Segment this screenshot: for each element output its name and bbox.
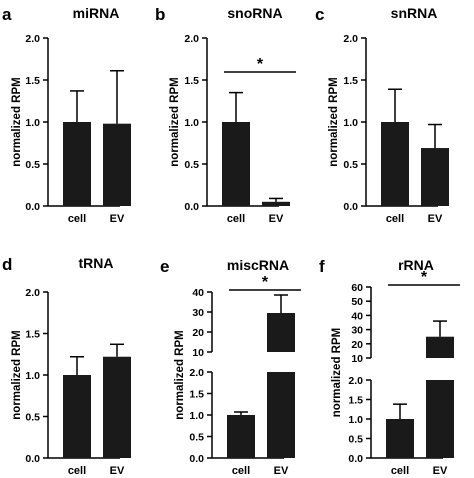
x-tick-label: EV <box>433 465 448 477</box>
y-tick-label: 1.5 <box>184 75 199 87</box>
y-tick-label: 0.0 <box>25 201 40 213</box>
x-tick-label: cell <box>227 213 245 225</box>
panel-title: snRNA <box>391 5 438 21</box>
y-tick-label: 0.0 <box>25 453 40 465</box>
y-tick-label: 2.0 <box>189 367 204 379</box>
y-tick-label: 1.5 <box>348 395 363 407</box>
bar-cell <box>381 122 409 206</box>
significance-star: * <box>421 269 428 286</box>
y-tick-label: 2.0 <box>25 33 40 45</box>
panel-title: miscRNA <box>227 257 289 273</box>
x-tick-label: cell <box>68 213 86 225</box>
y-tick-label: 0.5 <box>25 412 40 424</box>
bar-ev <box>103 356 131 458</box>
y-tick-label: 0.0 <box>189 453 204 465</box>
panel-title: tRNA <box>79 255 114 271</box>
x-tick-label: cell <box>391 465 409 477</box>
y-tick-label: 20 <box>351 339 363 351</box>
y-tick-label: 30 <box>192 307 204 319</box>
y-tick-label: 10 <box>351 353 363 365</box>
x-tick-label: cell <box>386 213 404 225</box>
significance-star: * <box>257 56 264 73</box>
significance-star: * <box>262 274 269 291</box>
bar-ev <box>103 123 131 206</box>
y-tick-label: 1.5 <box>25 75 40 87</box>
y-tick-label: 1.0 <box>25 117 40 129</box>
y-tick-label: 40 <box>192 287 204 299</box>
x-tick-label: EV <box>110 213 125 225</box>
y-tick-label: 60 <box>351 282 363 294</box>
x-tick-label: EV <box>269 213 284 225</box>
y-axis-label: normalized RPM <box>331 328 343 417</box>
y-tick-label: 0.5 <box>343 159 358 171</box>
bar-ev-upper <box>426 336 454 358</box>
panel-title: snoRNA <box>227 5 282 21</box>
x-tick-label: EV <box>428 213 443 225</box>
y-tick-label: 1.5 <box>25 329 40 341</box>
y-tick-label: 1.0 <box>25 370 40 382</box>
y-tick-label: 1.0 <box>348 414 363 426</box>
y-axis-label: normalized RPM <box>11 330 23 419</box>
panel-title: rRNA <box>398 257 434 273</box>
y-tick-label: 1.0 <box>343 117 358 129</box>
y-tick-label: 20 <box>192 327 204 339</box>
bar-cell <box>63 375 91 458</box>
y-axis-label: normalized RPM <box>174 330 186 419</box>
y-tick-label: 50 <box>351 296 363 308</box>
y-tick-label: 0.0 <box>343 201 358 213</box>
x-tick-label: EV <box>274 465 289 477</box>
bar-cell <box>227 415 255 458</box>
panel-a: a miRNA normalized RPM 0.0 0.5 1.0 1.5 2.0 cell E… <box>2 5 131 225</box>
y-tick-label: 2.0 <box>343 33 358 45</box>
panel-title: miRNA <box>73 5 120 21</box>
y-tick-label: 0.5 <box>348 434 363 446</box>
y-tick-label: 40 <box>351 310 363 322</box>
y-axis-label: normalized RPM <box>11 77 23 166</box>
y-tick-label: 2.0 <box>348 375 363 387</box>
y-tick-label: 1.0 <box>189 410 204 422</box>
y-tick-label: 0.0 <box>348 453 363 465</box>
panel-letter: e <box>160 257 169 276</box>
x-tick-label: cell <box>68 465 86 477</box>
bar-ev <box>262 201 290 206</box>
bar-cell <box>63 122 91 206</box>
y-tick-label: 1.5 <box>343 75 358 87</box>
y-tick-label: 30 <box>351 325 363 337</box>
y-tick-label: 10 <box>192 347 204 359</box>
y-tick-label: 0.5 <box>25 159 40 171</box>
panel-f: f rRNA normalized RPM 0.0 0.5 1.0 1.5 2.0 10 20 30… <box>319 257 460 477</box>
panel-letter: a <box>2 5 12 24</box>
x-tick-label: cell <box>232 465 250 477</box>
y-tick-label: 0.0 <box>184 201 199 213</box>
y-tick-label: 0.5 <box>184 159 199 171</box>
bar-cell <box>386 419 414 458</box>
panel-letter: f <box>319 257 325 276</box>
bar-ev-lower <box>267 372 295 458</box>
y-tick-label: 2.0 <box>184 33 199 45</box>
panel-d: d tRNA normalized RPM 0.0 0.5 1.0 1.5 2.0 cell EV <box>2 255 131 477</box>
y-tick-label: 1.0 <box>184 117 199 129</box>
panel-letter: c <box>315 5 324 24</box>
y-tick-label: 1.5 <box>189 389 204 401</box>
bar-cell <box>222 122 250 206</box>
bar-ev-upper <box>267 313 295 352</box>
panel-c: c snRNA normalized RPM 0.0 0.5 1.0 1.5 2.0 cell E… <box>315 5 449 225</box>
panel-letter: d <box>2 255 12 274</box>
bar-ev <box>421 148 449 206</box>
y-axis-label: normalized RPM <box>328 77 340 166</box>
bar-ev-lower <box>426 380 454 458</box>
y-tick-label: 2.0 <box>25 287 40 299</box>
y-axis-label: normalized RPM <box>169 77 181 166</box>
panel-letter: b <box>155 5 165 24</box>
x-tick-label: EV <box>110 465 125 477</box>
y-tick-label: 0.5 <box>189 432 204 444</box>
panel-b: b snoRNA normalized RPM 0.0 0.5 1.0 1.5 2.0 cell… <box>155 5 296 225</box>
panel-e: e miscRNA normalized RPM 0.0 0.5 1.0 1.5 2.0 10 2… <box>160 257 301 477</box>
